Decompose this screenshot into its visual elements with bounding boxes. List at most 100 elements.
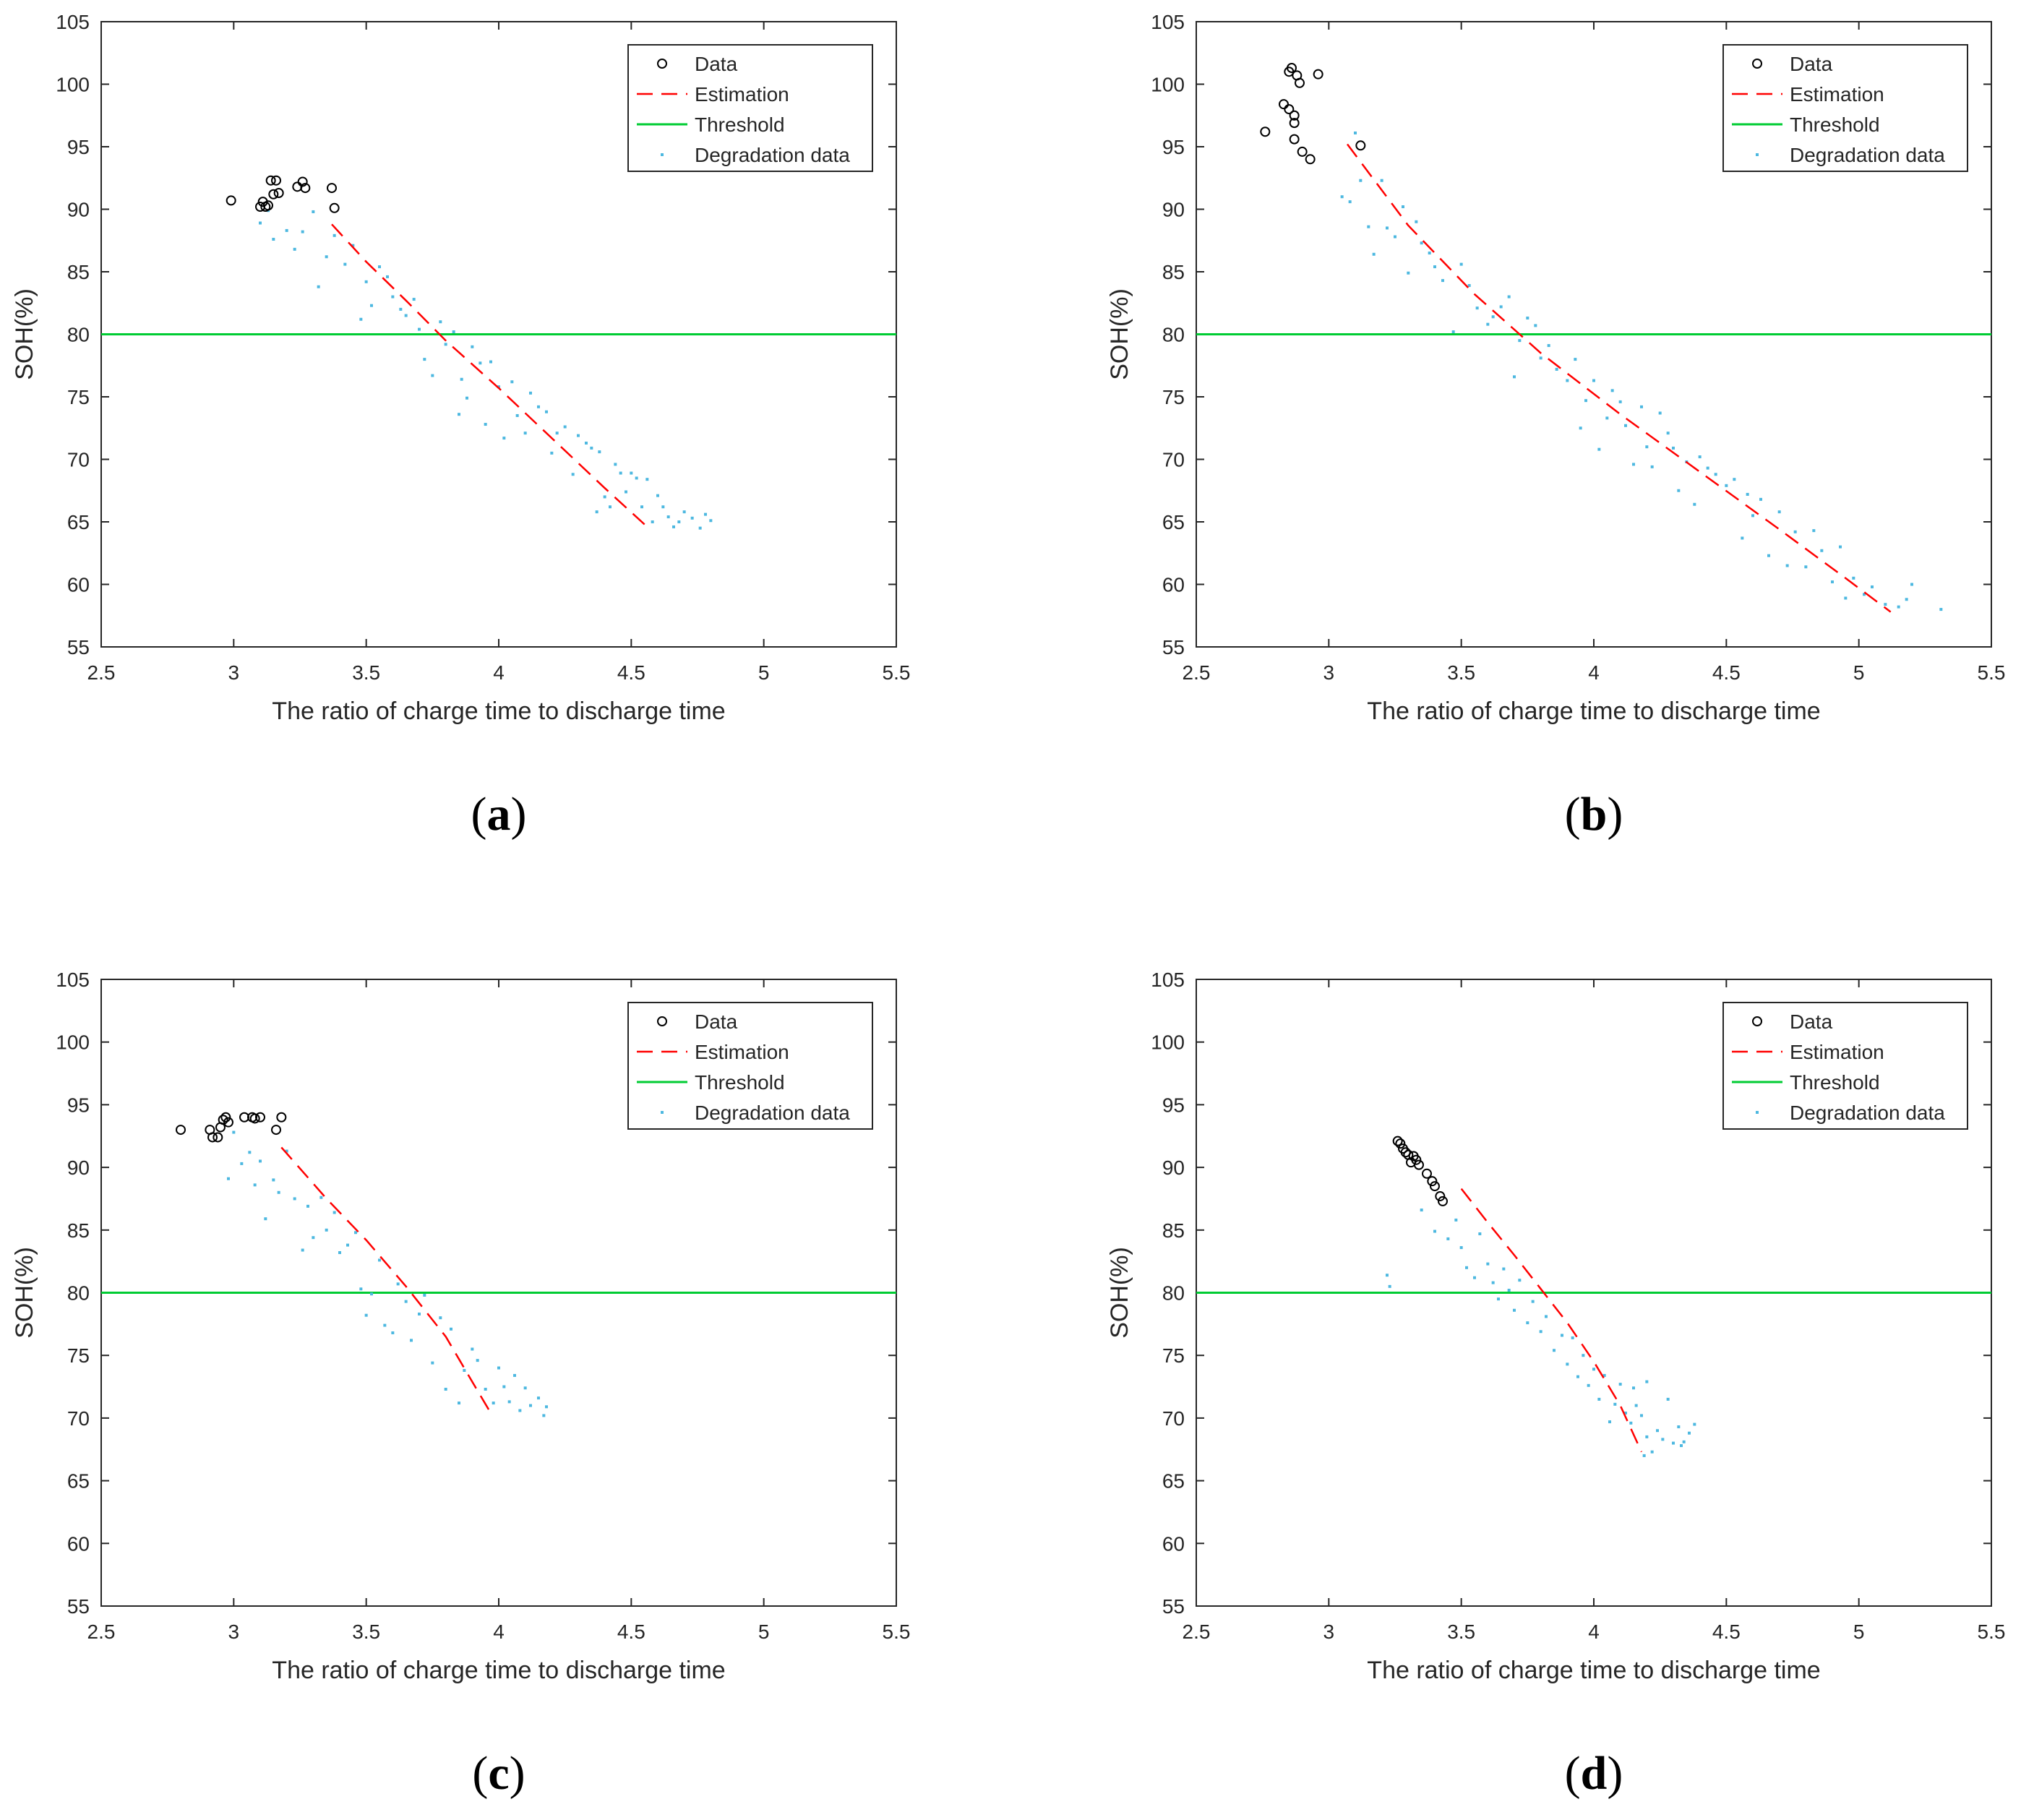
degradation-point	[1804, 565, 1808, 569]
degradation-point	[1844, 596, 1848, 600]
degradation-point	[537, 1396, 540, 1400]
data-point	[273, 188, 284, 199]
degradation-point	[1340, 195, 1344, 199]
x-tick-label: 3	[1323, 661, 1335, 684]
degradation-point	[1380, 179, 1383, 182]
data-point	[1411, 1154, 1422, 1165]
data-point	[220, 1112, 231, 1123]
degradation-point	[1632, 1386, 1635, 1390]
degradation-point	[1359, 179, 1363, 182]
y-tick-label: 75	[1162, 1344, 1185, 1367]
y-tick-label: 65	[1162, 511, 1185, 533]
degradation-point	[301, 230, 304, 233]
x-tick-label: 5.5	[1978, 1621, 2006, 1643]
degradation-point	[1502, 1267, 1506, 1271]
legend-data-symbol	[657, 1016, 667, 1026]
legend-data-symbol	[657, 59, 667, 69]
degradation-point	[1672, 1441, 1675, 1445]
y-axis-label: SOH(%)	[11, 1247, 38, 1339]
degradation-point	[529, 391, 532, 395]
legend-entry: Data	[1790, 53, 1833, 75]
degradation-point	[354, 1231, 357, 1235]
y-tick-label: 100	[1151, 1031, 1185, 1054]
degradation-point	[609, 505, 612, 509]
degradation-point	[386, 275, 389, 278]
data-point	[265, 175, 276, 186]
degradation-point	[1666, 432, 1670, 435]
data-point	[1313, 69, 1323, 80]
data-point	[1295, 77, 1305, 88]
degradation-point	[492, 1402, 495, 1405]
y-tick-label: 90	[67, 1156, 90, 1179]
data-point	[327, 183, 337, 194]
legend-degradation-symbol	[1756, 1111, 1759, 1114]
degradation-point	[571, 473, 575, 476]
degradation-point	[1388, 1284, 1391, 1288]
data-point	[1422, 1168, 1432, 1179]
data-point	[300, 183, 311, 194]
degradation-point	[497, 385, 500, 389]
x-tick-label: 2.5	[87, 661, 116, 684]
degradation-point	[370, 304, 373, 307]
degradation-point	[489, 360, 492, 364]
degradation-point	[391, 295, 395, 299]
y-tick-label: 70	[1162, 449, 1185, 471]
degradation-point	[1348, 200, 1352, 204]
data-point	[1289, 134, 1300, 145]
data-point	[255, 1112, 265, 1123]
degradation-point	[471, 1347, 474, 1351]
y-tick-label: 100	[56, 74, 90, 96]
degradation-point	[248, 1151, 252, 1154]
degradation-point	[577, 434, 580, 437]
legend-entry: Data	[695, 53, 738, 75]
x-tick-label: 3.5	[1447, 1621, 1475, 1643]
x-axis-label: The ratio of charge time to discharge ti…	[1367, 697, 1820, 725]
degradation-point	[1629, 1421, 1633, 1425]
y-axis-label: SOH(%)	[1106, 1247, 1133, 1339]
data-point	[271, 175, 281, 186]
degradation-point	[598, 450, 601, 454]
x-tick-label: 5	[1853, 1621, 1865, 1643]
y-tick-label: 75	[67, 386, 90, 408]
y-tick-label: 60	[67, 1532, 90, 1555]
degradation-point	[682, 510, 686, 514]
data-point	[1289, 118, 1300, 129]
degradation-point	[312, 1236, 315, 1240]
degradation-point	[1491, 1281, 1495, 1284]
x-tick-label: 4.5	[617, 1621, 645, 1643]
y-tick-label: 80	[1162, 1282, 1185, 1305]
degradation-point	[1650, 1450, 1654, 1454]
data-point	[1355, 140, 1366, 151]
degradation-point	[378, 265, 381, 269]
chart-panel-3: 2.5 3 3.5 4 4.5 5 5.5 55 60 65 70 75 80 85 90 95 100 105 T…	[11, 969, 910, 1800]
degradation-point	[301, 1248, 304, 1252]
y-tick-label: 100	[1151, 74, 1185, 96]
estimation-line	[280, 1146, 492, 1414]
degradation-point	[1677, 489, 1681, 492]
x-tick-label: 4	[493, 1621, 505, 1643]
degradation-point	[614, 463, 617, 466]
degradation-point	[332, 233, 336, 237]
data-point	[218, 1115, 228, 1125]
degradation-point	[458, 413, 460, 416]
degradation-point	[1561, 1334, 1563, 1337]
panel-sublabel: (a)	[471, 788, 527, 841]
degradation-point	[1680, 1444, 1683, 1448]
degradation-point	[351, 244, 355, 247]
data-point	[1305, 154, 1316, 165]
degradation-point	[518, 1409, 522, 1412]
degradation-point	[1863, 593, 1866, 596]
y-tick-label: 85	[67, 261, 90, 283]
degradation-point	[1441, 279, 1444, 283]
degradation-point	[1597, 1397, 1601, 1401]
y-tick-label: 105	[56, 11, 90, 33]
degradation-point	[1454, 1218, 1458, 1222]
degradation-point	[232, 1130, 236, 1134]
degradation-point	[1610, 389, 1614, 392]
degradation-point	[545, 1405, 548, 1409]
y-tick-label: 60	[67, 574, 90, 596]
x-tick-label: 4	[1588, 1621, 1600, 1643]
degradation-point	[595, 510, 598, 514]
degradation-point	[338, 1251, 341, 1255]
